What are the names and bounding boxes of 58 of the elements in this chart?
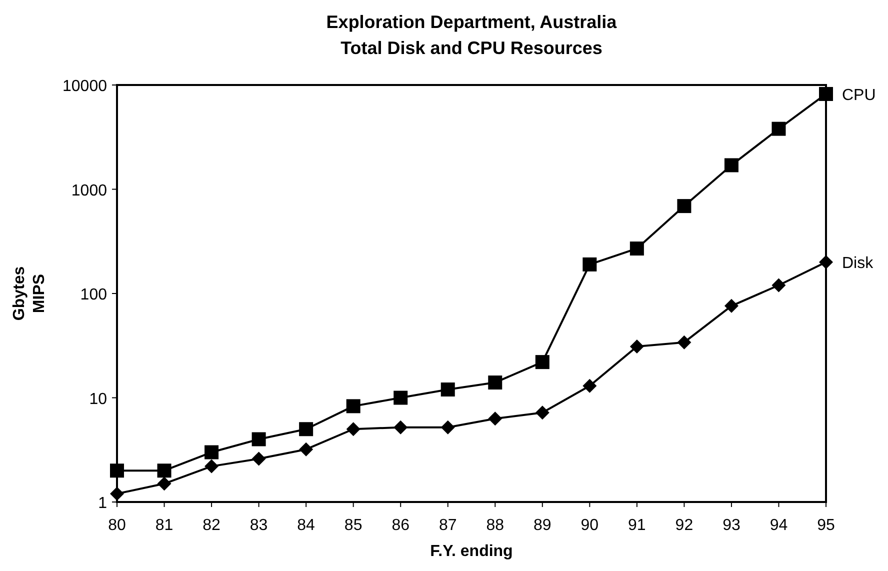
x-tick-label: 94: [770, 517, 788, 534]
point: [488, 376, 502, 390]
point: [394, 420, 408, 434]
x-tick-label: 86: [392, 517, 410, 534]
point: [157, 476, 172, 491]
point: [535, 355, 550, 370]
point: [677, 199, 692, 214]
x-tick-label: 90: [580, 517, 599, 534]
x-tick-label: 82: [202, 517, 221, 534]
chart-title: Exploration Department, Australia Total Disk and CPU Resources: [326, 12, 618, 58]
point: [488, 412, 502, 426]
point: [252, 432, 266, 446]
x-tick-label: 89: [534, 517, 552, 534]
y-tick-label: 100: [80, 286, 108, 304]
point: [819, 255, 833, 270]
x-tick-label: 88: [486, 517, 504, 534]
x-tick-label: 84: [297, 517, 316, 534]
point: [535, 406, 550, 420]
x-tick-label: 81: [155, 517, 174, 534]
point: [440, 382, 455, 396]
point: [582, 378, 597, 393]
point: [630, 340, 644, 354]
x-tick-label: 95: [817, 517, 835, 534]
point: [157, 464, 172, 478]
point: [724, 158, 738, 172]
point: [204, 445, 219, 460]
point: [299, 422, 314, 436]
y-tick-label: 1000: [71, 182, 108, 200]
point: [110, 486, 124, 501]
point: [252, 452, 266, 466]
point: [346, 399, 360, 414]
y-tick-label: 1: [98, 495, 108, 512]
point: [346, 422, 360, 436]
y-axis-title: Gbytes MIPS: [11, 266, 48, 321]
series-label: Disk: [842, 255, 874, 272]
point: [110, 464, 124, 478]
point: [582, 257, 597, 272]
y-tick-label: 10000: [62, 78, 108, 95]
point: [724, 298, 738, 313]
point: [819, 86, 833, 101]
point: [772, 122, 786, 136]
x-tick-label: 80: [108, 517, 126, 534]
y-tick-label: 10: [89, 390, 108, 408]
point: [394, 390, 408, 405]
point: [677, 335, 692, 350]
x-tick-label: 85: [344, 517, 362, 534]
point: [630, 242, 644, 256]
series-label: CPU: [842, 86, 876, 104]
x-tick-label: 93: [722, 517, 740, 534]
x-tick-label: 87: [438, 517, 457, 534]
x-tick-label: 83: [250, 517, 268, 534]
point: [772, 278, 786, 292]
point: [440, 420, 455, 434]
point: [204, 459, 219, 474]
point: [299, 442, 314, 456]
x-tick-label: 91: [628, 517, 646, 534]
x-tick-label: 92: [675, 517, 694, 534]
x-axis-title: F.Y. ending: [430, 543, 513, 560]
